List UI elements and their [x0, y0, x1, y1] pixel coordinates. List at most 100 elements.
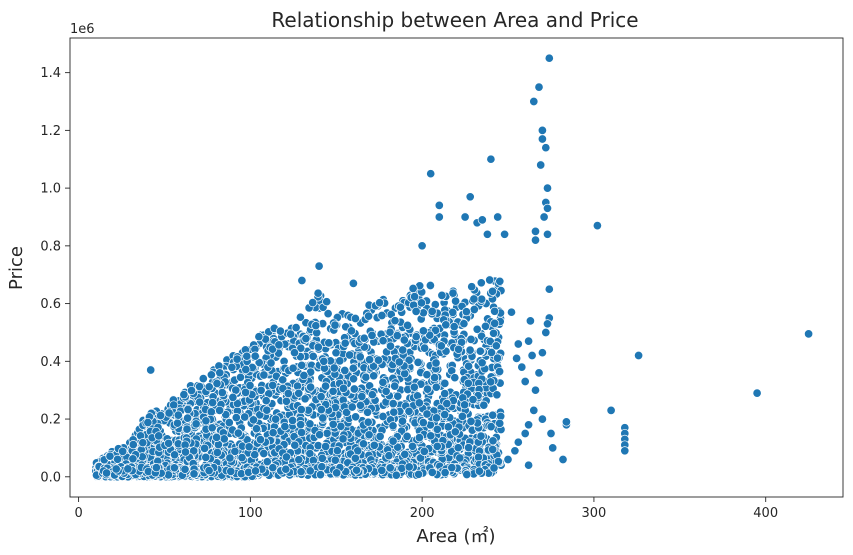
- scatter-point: [322, 297, 332, 307]
- x-axis: 0 100 200 300 400: [74, 497, 778, 521]
- scatter-point: [365, 355, 375, 365]
- x-tick-label: 0: [74, 506, 82, 521]
- scatter-point: [465, 345, 475, 355]
- y-offset-label: 1e6: [70, 22, 95, 37]
- scatter-point: [336, 421, 346, 431]
- scatter-point: [418, 308, 428, 318]
- scatter-point: [634, 350, 644, 361]
- x-axis-title: Area (㎡): [416, 525, 495, 547]
- scatter-point: [398, 345, 408, 355]
- scatter-point: [375, 298, 385, 308]
- scatter-point: [300, 394, 310, 404]
- scatter-point: [388, 421, 398, 431]
- scatter-point: [520, 376, 530, 387]
- scatter-point: [221, 410, 231, 420]
- scatter-point: [434, 200, 444, 210]
- scatter-point: [259, 448, 269, 459]
- y-axis-title: Price: [6, 246, 27, 290]
- scatter-point: [422, 370, 432, 380]
- scatter-point: [315, 430, 325, 440]
- scatter-point: [212, 447, 222, 458]
- scatter-point: [200, 443, 210, 453]
- scatter-point: [378, 377, 388, 387]
- scatter-point: [375, 431, 385, 441]
- scatter-point: [250, 466, 261, 476]
- scatter-point: [476, 278, 486, 288]
- scatter-point: [468, 395, 478, 405]
- scatter-point: [804, 329, 814, 339]
- scatter-point: [102, 468, 112, 478]
- scatter-point: [490, 318, 500, 328]
- scatter-point: [347, 402, 357, 412]
- scatter-point: [411, 306, 421, 316]
- scatter-point: [393, 442, 403, 452]
- scatter-point: [305, 419, 315, 429]
- scatter-point: [288, 415, 298, 426]
- scatter-point: [143, 417, 153, 428]
- scatter-point: [363, 417, 373, 427]
- scatter-point: [186, 385, 197, 396]
- scatter-point: [422, 409, 432, 419]
- scatter-point: [440, 389, 450, 399]
- scatter-point: [453, 443, 463, 453]
- scatter-point: [297, 427, 307, 438]
- scatter-point: [464, 361, 474, 371]
- scatter-point: [493, 212, 503, 222]
- scatter-point: [397, 416, 408, 426]
- scatter-point: [189, 469, 199, 479]
- scatter-point: [358, 439, 369, 449]
- chart-title: Relationship between Area and Price: [271, 8, 638, 32]
- scatter-point: [128, 454, 138, 464]
- scatter-point: [361, 372, 371, 382]
- scatter-point: [419, 446, 429, 456]
- scatter-point: [281, 452, 292, 462]
- scatter-point: [321, 381, 331, 391]
- scatter-point: [183, 413, 193, 423]
- scatter-point: [204, 466, 214, 476]
- scatter-point: [388, 399, 398, 409]
- scatter-point: [111, 464, 121, 474]
- scatter-point: [440, 378, 450, 388]
- scatter-point: [541, 143, 551, 153]
- scatter-point: [489, 328, 499, 338]
- scatter-point: [351, 412, 361, 422]
- scatter-point: [227, 362, 237, 372]
- scatter-point: [448, 307, 458, 317]
- scatter-point: [510, 446, 520, 456]
- scatter-point: [431, 358, 441, 368]
- scatter-point: [289, 348, 300, 358]
- scatter-point: [146, 365, 156, 375]
- scatter-point: [413, 357, 423, 367]
- scatter-point: [377, 310, 387, 321]
- scatter-point: [414, 398, 424, 408]
- scatter-point: [350, 313, 360, 324]
- scatter-point: [231, 413, 241, 423]
- scatter-point: [537, 134, 547, 144]
- scatter-point: [447, 463, 457, 473]
- scatter-point: [268, 428, 278, 438]
- scatter-point: [466, 416, 476, 426]
- scatter-point: [495, 366, 505, 377]
- scatter-point: [457, 411, 467, 421]
- scatter-point: [486, 347, 497, 358]
- scatter-point: [306, 382, 316, 392]
- scatter-point: [407, 441, 418, 451]
- scatter-point: [241, 387, 251, 397]
- scatter-point: [530, 235, 541, 245]
- scatter-point: [395, 302, 405, 312]
- scatter-point: [313, 342, 323, 352]
- scatter-point: [459, 319, 469, 329]
- scatter-point: [537, 348, 547, 358]
- scatter-point: [404, 406, 414, 416]
- scatter-point: [164, 438, 174, 448]
- scatter-point: [363, 407, 373, 417]
- scatter-point: [450, 427, 460, 437]
- scatter-point: [207, 423, 217, 433]
- scatter-point: [477, 294, 487, 304]
- scatter-point: [319, 356, 329, 366]
- scatter-point: [254, 332, 264, 342]
- scatter-point: [348, 278, 358, 288]
- scatter-point: [450, 373, 460, 383]
- scatter-point: [373, 355, 384, 365]
- scatter-point: [430, 373, 440, 383]
